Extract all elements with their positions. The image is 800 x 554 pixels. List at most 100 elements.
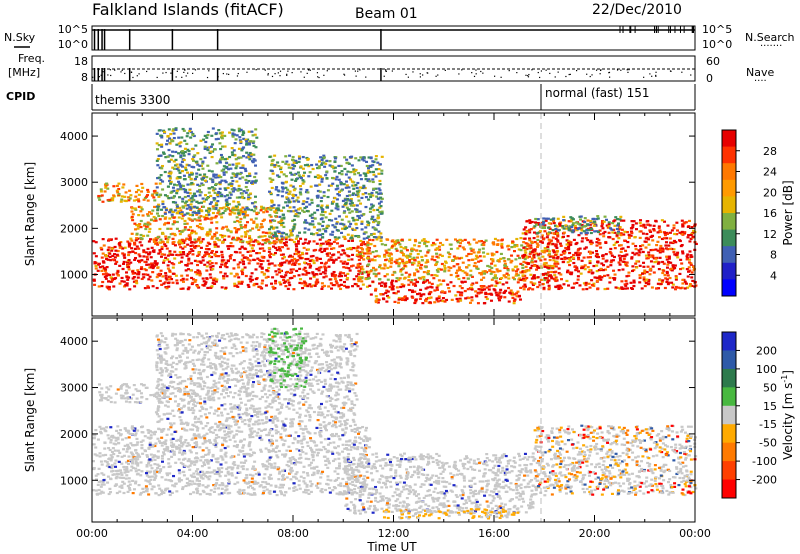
power-scatter-point [367, 192, 371, 196]
power-scatter-point [371, 226, 375, 229]
power-scatter-point [600, 276, 604, 279]
power-scatter-point [320, 250, 324, 254]
power-scatter-point [376, 223, 380, 227]
power-scatter-point [336, 205, 340, 208]
nave-point [589, 75, 591, 78]
power-scatter-point [630, 220, 634, 223]
nave-point [326, 70, 328, 72]
power-scatter-point [480, 239, 484, 243]
nave-point [422, 74, 424, 76]
power-scatter-point [203, 254, 207, 257]
power-scatter-point [295, 245, 299, 248]
power-scatter-point [346, 272, 350, 276]
power-scatter-point [303, 266, 307, 269]
power-scatter-point [560, 257, 564, 260]
power-scatter-point [531, 282, 535, 285]
power-scatter-point [208, 260, 212, 263]
power-scatter-point [666, 260, 670, 264]
power-scatter-point [603, 230, 607, 234]
power-scatter-point [238, 177, 242, 180]
velocity-scatter-point [137, 468, 141, 472]
power-scatter-point [294, 237, 298, 240]
power-scatter-point [340, 182, 344, 185]
power-scatter-point [539, 259, 543, 262]
power-scatter-point [248, 151, 252, 155]
power-scatter-point [162, 282, 166, 285]
power-scatter-point [190, 171, 194, 174]
power-scatter-point [205, 196, 209, 200]
power-scatter-point [630, 227, 634, 230]
power-scatter-point [568, 271, 572, 274]
power-scatter-point [127, 245, 131, 248]
power-scatter-point [663, 286, 667, 290]
power-scatter-point [597, 230, 601, 234]
power-scatter-point [526, 242, 530, 245]
power-scatter-point [157, 195, 161, 198]
power-scatter-point [355, 210, 359, 214]
power-scatter-point [454, 294, 458, 297]
power-scatter-point [346, 199, 350, 202]
power-scatter-point [339, 287, 343, 291]
power-scatter-point [175, 253, 179, 257]
power-scatter-point [661, 279, 665, 282]
power-scatter-point [169, 233, 173, 236]
power-scatter-point [558, 222, 562, 226]
power-scatter-point [354, 193, 358, 196]
power-scatter-point [435, 260, 439, 264]
power-scatter-point [590, 283, 594, 287]
power-scatter-point [336, 208, 340, 211]
power-scatter-point [286, 209, 290, 213]
velocity-scatter-point [232, 461, 236, 464]
power-scatter-point [275, 236, 279, 239]
power-scatter-point [336, 187, 340, 190]
power-scatter-point [214, 215, 218, 218]
power-scatter-point [261, 219, 265, 223]
power-scatter-point [361, 241, 365, 244]
power-scatter-point [120, 276, 124, 280]
power-scatter-point [357, 276, 361, 279]
power-scatter-point [481, 247, 485, 250]
power-scatter-point [580, 223, 584, 227]
power-scatter-point [156, 209, 160, 212]
power-scatter-point [371, 280, 375, 283]
power-scatter-point [306, 158, 310, 161]
power-scatter-point [199, 241, 203, 244]
power-scatter-point [641, 244, 645, 247]
power-scatter-point [316, 233, 320, 237]
power-scatter-point [198, 173, 202, 176]
power-scatter-point [288, 154, 292, 157]
power-scatter-point [378, 264, 382, 267]
power-scatter-point [476, 302, 480, 305]
nave-point [508, 70, 510, 72]
power-scatter-point [198, 188, 202, 192]
power-scatter-point [350, 164, 354, 167]
power-scatter-point [463, 289, 467, 293]
power-scatter-point [256, 257, 260, 260]
power-scatter-point [125, 276, 129, 279]
nave-point [291, 72, 293, 74]
velocity-scatter-point [131, 462, 135, 465]
power-scatter-point [511, 296, 515, 299]
power-scatter-point [240, 192, 244, 195]
power-scatter-point [239, 217, 243, 221]
power-scatter-point [113, 245, 117, 249]
power-scatter-point [668, 276, 672, 280]
power-scatter-point [121, 247, 125, 250]
power-scatter-point [168, 211, 172, 214]
power-scatter-point [434, 262, 438, 265]
power-scatter-point [620, 247, 624, 251]
power-scatter-point [172, 167, 176, 170]
power-scatter-point [224, 188, 228, 191]
power-scatter-point [235, 165, 239, 168]
power-scatter-point [548, 250, 552, 253]
power-scatter-point [579, 227, 583, 231]
power-scatter-point [278, 215, 282, 219]
power-scatter-point [175, 192, 179, 195]
power-scatter-point [503, 264, 507, 267]
power-scatter-point [672, 224, 676, 227]
power-scatter-point [297, 160, 301, 164]
power-scatter-point [175, 167, 179, 171]
power-scatter-point [374, 295, 378, 298]
power-scatter-point [357, 258, 361, 262]
power-scatter-point [634, 222, 638, 225]
